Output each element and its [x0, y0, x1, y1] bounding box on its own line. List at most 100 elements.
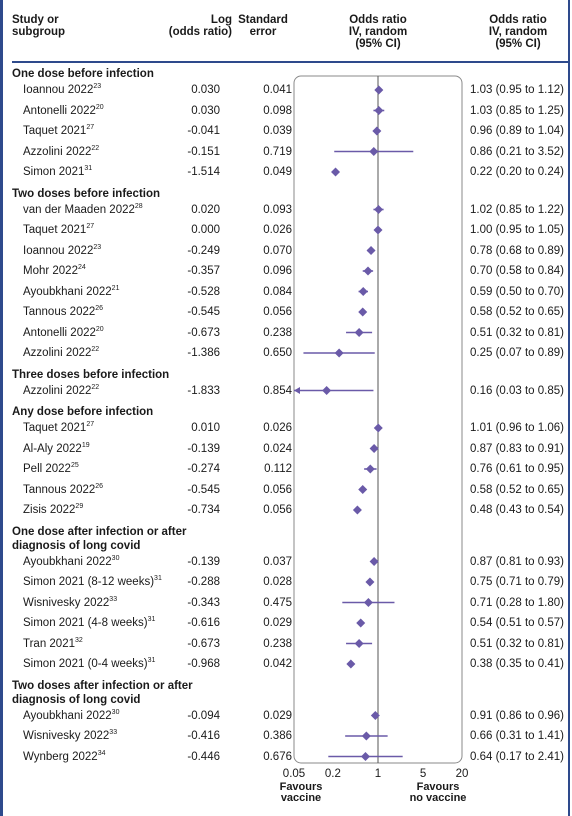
- log-odds-value: -1.833: [187, 384, 220, 397]
- odds-ratio-marker: [370, 711, 380, 720]
- header-log-odds: Log (odds ratio): [168, 14, 232, 38]
- standard-error-value: 0.854: [263, 384, 292, 397]
- standard-error-value: 0.042: [263, 658, 292, 670]
- reference-number: 19: [81, 441, 90, 449]
- reference-number: 25: [70, 462, 79, 470]
- study-label: Azzolini 2022: [23, 347, 92, 359]
- standard-error-value: 0.056: [263, 504, 292, 516]
- odds-ratio-ci-text: 0.96 (0.89 to 1.04): [470, 125, 564, 137]
- reference-number: 31: [84, 165, 93, 173]
- odds-ratio-marker: [374, 106, 384, 115]
- study-label: Wisnivesky 2022: [23, 596, 110, 609]
- study-name: Azzolini 202222: [23, 145, 99, 159]
- standard-error-value: 0.056: [263, 483, 292, 496]
- odds-ratio-ci-text: 0.48 (0.43 to 0.54): [470, 504, 564, 516]
- header-odds-ratio-plot: Odds ratio IV, random (95% CI): [348, 14, 408, 50]
- group-title: diagnosis of long covid: [12, 539, 141, 552]
- study-name: Simon 2021 (0-4 weeks)31: [23, 657, 155, 671]
- reference-number: 28: [134, 202, 143, 210]
- reference-number: 24: [77, 264, 86, 272]
- standard-error-value: 0.026: [263, 422, 292, 434]
- reference-number: 23: [93, 243, 102, 251]
- odds-ratio-marker: [363, 598, 373, 607]
- study-label: Ioannou 2022: [23, 84, 94, 96]
- study-label: Simon 2021 (8-12 weeks): [23, 576, 155, 588]
- odds-ratio-ci-text: 0.38 (0.35 to 0.41): [470, 658, 564, 670]
- odds-ratio-marker: [373, 423, 383, 433]
- log-odds-value: 0.030: [191, 84, 220, 96]
- log-odds-value: -0.545: [187, 306, 220, 318]
- study-name: Simon 2021 (4-8 weeks)31: [23, 616, 155, 630]
- study-label: Taquet 2021: [23, 125, 87, 137]
- reference-number: 33: [109, 729, 118, 737]
- study-name: Simon 2021 (8-12 weeks)31: [23, 575, 162, 589]
- study-name: Wisnivesky 202233: [23, 729, 117, 743]
- group-title: diagnosis of long covid: [12, 693, 141, 706]
- reference-number: 20: [95, 325, 104, 333]
- odds-ratio-marker: [346, 659, 356, 669]
- study-label: Tran 2021: [23, 637, 75, 650]
- reference-number: 21: [111, 284, 120, 292]
- standard-error-value: 0.029: [263, 709, 292, 722]
- odds-ratio-marker: [334, 348, 344, 358]
- log-odds-value: -0.139: [187, 442, 220, 455]
- reference-number: 26: [95, 305, 104, 313]
- header-standard-error: Standard error: [238, 14, 288, 38]
- odds-ratio-ci-text: 0.71 (0.28 to 1.80): [470, 596, 564, 609]
- odds-ratio-marker: [354, 328, 364, 337]
- log-odds-value: -0.416: [187, 730, 220, 742]
- odds-ratio-marker: [365, 464, 375, 474]
- x-tick-label: 1: [375, 768, 381, 780]
- header-study: Study or subgroup: [12, 14, 66, 38]
- odds-ratio-ci-text: 0.58 (0.52 to 0.65): [470, 306, 564, 318]
- odds-ratio-marker: [331, 167, 341, 177]
- header-rule: [12, 61, 568, 63]
- study-name: Simon 202131: [23, 165, 92, 179]
- study-name: Wynberg 202234: [23, 750, 106, 764]
- study-name: Mohr 202224: [23, 264, 86, 278]
- odds-ratio-ci-text: 1.02 (0.85 to 1.22): [470, 203, 564, 216]
- odds-ratio-ci-text: 0.25 (0.07 to 0.89): [470, 347, 564, 359]
- standard-error-value: 0.238: [263, 637, 292, 650]
- standard-error-value: 0.056: [263, 306, 292, 318]
- standard-error-value: 0.650: [263, 347, 292, 359]
- odds-ratio-marker: [356, 618, 366, 628]
- log-odds-value: -0.673: [187, 326, 220, 339]
- reference-number: 34: [97, 749, 106, 757]
- standard-error-value: 0.026: [263, 224, 292, 236]
- study-label: Azzolini 2022: [23, 145, 92, 158]
- group-title: One dose after infection or after: [12, 525, 187, 538]
- log-odds-value: 0.020: [191, 203, 220, 216]
- favours-no-vaccine-label: Favours no vaccine: [409, 781, 467, 804]
- odds-ratio-ci-text: 0.54 (0.51 to 0.57): [470, 617, 564, 629]
- ci-clipped-arrow: [294, 387, 300, 394]
- study-name: Tannous 202226: [23, 305, 103, 319]
- reference-number: 20: [95, 103, 104, 111]
- odds-ratio-marker: [358, 307, 368, 317]
- standard-error-value: 0.676: [263, 750, 292, 763]
- standard-error-value: 0.096: [263, 265, 292, 277]
- study-label: Simon 2021: [23, 166, 85, 178]
- study-label: Wisnivesky 2022: [23, 730, 110, 742]
- study-label: Taquet 2021: [23, 422, 87, 434]
- odds-ratio-ci-text: 1.03 (0.85 to 1.25): [470, 104, 564, 117]
- log-odds-value: -0.734: [187, 504, 220, 516]
- log-odds-value: -0.151: [187, 145, 220, 158]
- standard-error-value: 0.029: [263, 617, 292, 629]
- study-name: Azzolini 202222: [23, 384, 99, 398]
- x-tick-label: 0.05: [283, 768, 305, 780]
- favours-vaccine-label: Favours vaccine: [279, 781, 323, 804]
- odds-ratio-marker: [358, 287, 368, 296]
- reference-number: 26: [95, 482, 104, 490]
- reference-number: 31: [154, 575, 162, 583]
- study-name: Taquet 202127: [23, 223, 94, 237]
- study-name: Taquet 202127: [23, 124, 94, 138]
- odds-ratio-ci-text: 0.66 (0.31 to 1.41): [470, 730, 564, 742]
- odds-ratio-marker: [354, 639, 364, 648]
- group-title: Two doses before infection: [12, 187, 161, 200]
- odds-ratio-ci-text: 0.70 (0.58 to 0.84): [470, 265, 564, 277]
- standard-error-value: 0.112: [264, 463, 292, 475]
- x-tick-label: 0.2: [325, 768, 341, 780]
